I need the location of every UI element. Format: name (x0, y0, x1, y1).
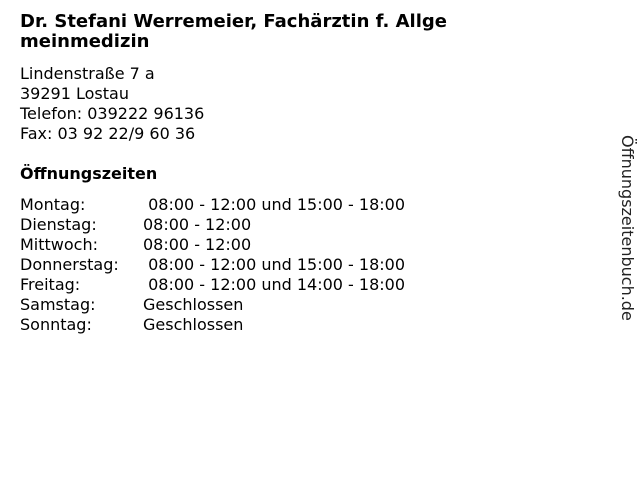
hours-table: Montag: 08:00 - 12:00 und 15:00 - 18:00 … (20, 195, 405, 335)
address-block: Lindenstraße 7 a 39291 Lostau Telefon: 0… (20, 64, 204, 144)
time-value: Geschlossen (143, 295, 244, 314)
day-label: Mittwoch: (20, 235, 98, 254)
phone: Telefon: 039222 96136 (20, 104, 205, 123)
time-value: 08:00 - 12:00 und 14:00 - 18:00 (143, 275, 406, 294)
time-value: 08:00 - 12:00 (143, 215, 252, 234)
time-value: Geschlossen (143, 315, 244, 334)
day-label: Samstag: (20, 295, 96, 314)
site-watermark: Öffnungszeitenbuch.de (618, 135, 637, 321)
day-label: Donnerstag: (20, 255, 119, 274)
day-label: Freitag: (20, 275, 81, 294)
hours-row-saturday: Samstag: Geschlossen (20, 295, 405, 315)
hours-row-tuesday: Dienstag: 08:00 - 12:00 (20, 215, 405, 235)
time-value: 08:00 - 12:00 und 15:00 - 18:00 (143, 255, 406, 274)
city: 39291 Lostau (20, 84, 129, 103)
fax: Fax: 03 92 22/9 60 36 (20, 124, 196, 143)
hours-row-sunday: Sonntag: Geschlossen (20, 315, 405, 335)
hours-row-thursday: Donnerstag: 08:00 - 12:00 und 15:00 - 18… (20, 255, 405, 275)
hours-row-wednesday: Mittwoch: 08:00 - 12:00 (20, 235, 405, 255)
hours-heading: Öffnungszeiten (20, 164, 158, 183)
time-value: 08:00 - 12:00 und 15:00 - 18:00 (143, 195, 406, 214)
day-label: Montag: (20, 195, 86, 214)
day-label: Sonntag: (20, 315, 92, 334)
page-title: Dr. Stefani Werremeier, Fachärztin f. Al… (20, 11, 447, 52)
time-value: 08:00 - 12:00 (143, 235, 252, 254)
street: Lindenstraße 7 a (20, 64, 155, 83)
hours-row-monday: Montag: 08:00 - 12:00 und 15:00 - 18:00 (20, 195, 405, 215)
hours-row-friday: Freitag: 08:00 - 12:00 und 14:00 - 18:00 (20, 275, 405, 295)
day-label: Dienstag: (20, 215, 97, 234)
